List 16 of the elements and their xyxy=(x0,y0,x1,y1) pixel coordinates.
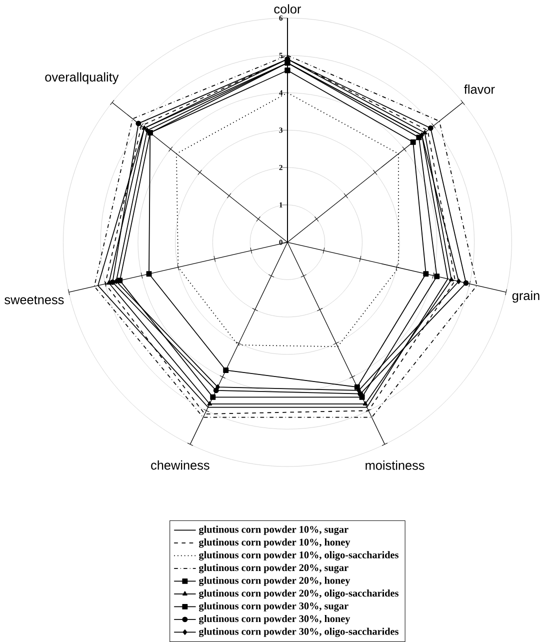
legend-label: glutinous corn powder 30%, sugar xyxy=(198,602,348,612)
legend-label: glutinous corn powder 20%, sugar xyxy=(198,564,348,574)
legend-label: glutinous corn powder 10%, honey xyxy=(198,538,350,548)
spoke-label: chewiness xyxy=(150,460,210,470)
legend-label: glutinous corn powder 30%, honey xyxy=(198,614,350,624)
spoke-label: color xyxy=(274,4,301,14)
legend-label: glutinous corn powder 30%, oligo-saccharides xyxy=(198,628,398,638)
spoke-label: moistiness xyxy=(365,460,424,470)
legend-label: glutinous corn powder 20%, honey xyxy=(198,576,350,586)
legend-label: glutinous corn powder 10%, oligo-saccharides xyxy=(198,551,398,560)
spoke-label: overallquality xyxy=(45,72,119,84)
spoke-label: sweetness xyxy=(4,296,64,304)
spoke-label: flavor xyxy=(464,84,495,94)
legend-label: glutinous corn powder 20%, oligo-saccharides xyxy=(198,589,398,599)
legend-label: glutinous corn powder 10%, sugar xyxy=(198,526,348,535)
spoke-label: grain xyxy=(512,290,540,303)
